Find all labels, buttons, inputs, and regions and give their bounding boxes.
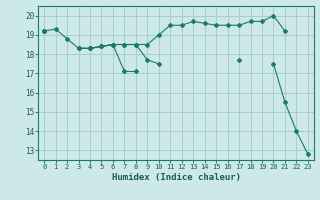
X-axis label: Humidex (Indice chaleur): Humidex (Indice chaleur) — [111, 173, 241, 182]
